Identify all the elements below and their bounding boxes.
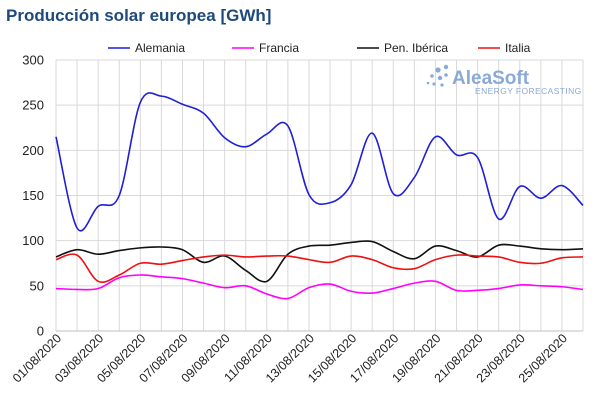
logo-dot xyxy=(440,83,444,87)
y-tick-label: 300 xyxy=(22,53,44,68)
y-tick-label: 200 xyxy=(22,143,44,158)
series-group xyxy=(55,92,584,300)
y-tick-label: 150 xyxy=(22,188,44,203)
y-tick-label: 250 xyxy=(22,98,44,113)
watermark-tagline: ENERGY FORECASTING xyxy=(475,86,582,96)
legend-label-italia: Italia xyxy=(505,41,531,55)
watermark-brand: AleaSoft xyxy=(452,68,530,89)
y-tick-label: 50 xyxy=(30,278,44,293)
y-tick-label: 100 xyxy=(22,233,44,248)
watermark: AleaSoft ENERGY FORECASTING xyxy=(426,64,582,96)
dots-logo-icon xyxy=(426,64,449,87)
x-axis: 01/08/202003/08/202005/08/202007/08/2020… xyxy=(10,331,570,385)
series-line-francia xyxy=(55,274,584,300)
logo-dot xyxy=(426,81,430,85)
chart-title: Producción solar europea [GWh] xyxy=(6,6,271,25)
y-axis: 0 50 100 150 200 250 300 xyxy=(22,53,44,339)
series-line-pen-ib-rica xyxy=(55,240,584,283)
y-tick-label: 0 xyxy=(37,324,44,339)
legend: Alemania Francia Pen. Ibérica Italia xyxy=(108,41,531,55)
logo-dot xyxy=(443,64,449,70)
logo-dot xyxy=(437,75,443,81)
legend-label-francia: Francia xyxy=(259,41,299,55)
grid xyxy=(55,59,584,332)
logo-dot xyxy=(432,82,436,86)
logo-dot xyxy=(444,73,448,77)
series-line-alemania xyxy=(55,92,584,232)
logo-dot xyxy=(435,67,441,73)
series-line-italia xyxy=(55,253,584,283)
legend-label-alemania: Alemania xyxy=(135,41,185,55)
logo-dot xyxy=(430,74,434,78)
legend-label-pen-ib-rica: Pen. Ibérica xyxy=(384,41,448,55)
